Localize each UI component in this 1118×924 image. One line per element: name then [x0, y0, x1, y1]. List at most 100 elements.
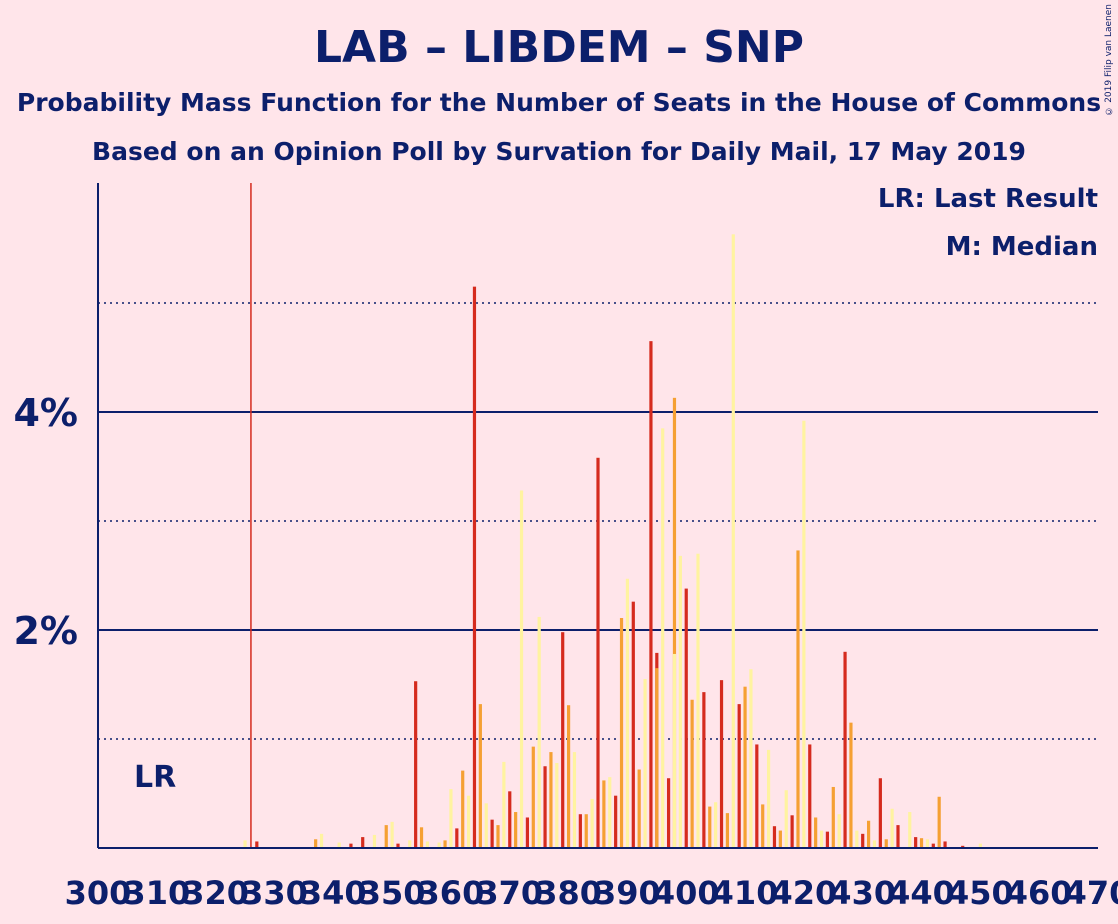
bar-libdem-368 [496, 825, 500, 848]
bar-snp-375 [537, 616, 541, 848]
bar-lab-373 [525, 817, 530, 848]
y-tick-labels: 2% 4% [13, 391, 78, 653]
x-tick-label-450: 450 [947, 874, 1014, 912]
bar-lab-403 [702, 692, 706, 848]
bar-libdem-362 [461, 770, 465, 848]
x-tick-label-360: 360 [418, 874, 485, 912]
bar-lab-447 [961, 845, 965, 848]
bar-snp-341 [337, 842, 341, 848]
bar-snp-393 [643, 679, 647, 848]
chart-subtitle-1: Probability Mass Function for the Number… [16, 88, 1102, 117]
bar-lab-444 [943, 841, 947, 848]
bar-snp-347 [372, 834, 377, 848]
bar-libdem-337 [314, 839, 318, 848]
bar-snp-438 [908, 812, 912, 848]
bar-snp-423 [819, 830, 824, 848]
bar-libdem-395 [655, 668, 659, 848]
bar-libdem-374 [531, 746, 535, 848]
bar-snp-429 [855, 830, 859, 848]
bar-libdem-349 [384, 825, 388, 848]
chart-subtitle-2: Based on an Opinion Poll by Survation fo… [92, 137, 1026, 166]
bar-snp-420 [802, 420, 806, 848]
bar-snp-372 [519, 490, 524, 848]
bar-lab-397 [666, 778, 671, 848]
bar-lab-351 [396, 843, 400, 848]
x-tick-label-330: 330 [241, 874, 308, 912]
bar-lab-400 [684, 588, 688, 848]
bar-lab-433 [878, 778, 882, 848]
x-tick-label-390: 390 [594, 874, 661, 912]
bar-libdem-404 [708, 806, 712, 848]
bar-libdem-422 [814, 817, 818, 848]
x-tick-label-410: 410 [712, 874, 779, 912]
last-result-label: LR [134, 760, 177, 795]
chart-title: LAB – LIBDEM – SNP [314, 22, 804, 73]
bar-snp-366 [484, 803, 488, 848]
bar-libdem-377 [549, 752, 553, 848]
bar-libdem-407 [725, 813, 730, 848]
bar-lab-406 [719, 680, 724, 848]
bar-libdem-383 [584, 814, 588, 848]
bar-libdem-371 [514, 812, 518, 848]
bar-snp-358 [437, 842, 441, 848]
bar-libdem-428 [849, 722, 853, 848]
bar-libdem-401 [690, 699, 694, 848]
bar-lab-364 [472, 286, 477, 848]
bar-lab-367 [490, 819, 494, 848]
bar-snp-450 [978, 843, 982, 848]
bar-snp-384 [590, 798, 594, 848]
bar-snp-435 [890, 808, 894, 848]
bar-lab-391 [631, 601, 635, 848]
bar-lab-394 [649, 341, 653, 848]
x-tick-label-420: 420 [770, 874, 837, 912]
bar-lab-382 [578, 814, 582, 848]
bar-lab-424 [825, 831, 830, 848]
bar-snp-387 [608, 777, 612, 848]
bar-snp-338 [319, 833, 324, 848]
copyright-notice: © 2019 Filip van Laenen [1104, 4, 1114, 116]
x-tick-label-300: 300 [65, 874, 132, 912]
bar-snp-369 [502, 761, 506, 848]
bar-lab-388 [614, 795, 618, 848]
bar-snp-390 [625, 578, 630, 848]
x-tick-label-350: 350 [359, 874, 426, 912]
legend-median: M: Median [945, 232, 1098, 262]
bar-lab-421 [808, 744, 812, 848]
x-tick-label-340: 340 [300, 874, 367, 912]
bar-snp-441 [925, 839, 930, 848]
bar-libdem-443 [937, 796, 941, 848]
bar-snp-398 [672, 653, 677, 848]
bar-lab-412 [755, 744, 759, 848]
bar-libdem-425 [831, 786, 835, 848]
bar-snp-417 [784, 790, 788, 848]
bar-lab-379 [561, 632, 565, 848]
bar-snp-350 [390, 821, 394, 848]
y-tick-label-2: 2% [13, 609, 78, 653]
bar-lab-442 [931, 843, 935, 848]
bar-libdem-359 [443, 840, 447, 848]
bar-snp-426 [837, 814, 841, 848]
bar-libdem-355 [419, 827, 424, 848]
bar-libdem-434 [884, 839, 888, 848]
bar-libdem-416 [778, 830, 782, 848]
bar-libdem-365 [478, 704, 482, 848]
bar-lab-343 [349, 843, 353, 848]
bar-snp-353 [408, 840, 412, 848]
bar-libdem-386 [602, 780, 606, 848]
x-tick-label-320: 320 [182, 874, 249, 912]
bar-libdem-431 [866, 820, 871, 848]
x-tick-label-310: 310 [123, 874, 190, 912]
bar-libdem-392 [637, 769, 641, 848]
bar-lab-418 [790, 815, 794, 848]
bar-libdem-440 [919, 838, 924, 848]
bar-snp-381 [572, 752, 577, 848]
bar-snp-378 [555, 762, 559, 848]
bar-snp-408 [731, 234, 735, 848]
bar-libdem-380 [566, 705, 571, 848]
legend-last-result: LR: Last Result [877, 184, 1098, 214]
x-tick-label-440: 440 [888, 874, 955, 912]
bar-snp-432 [872, 840, 877, 848]
bar-lab-415 [772, 826, 777, 848]
bar-libdem-398 [672, 397, 677, 848]
